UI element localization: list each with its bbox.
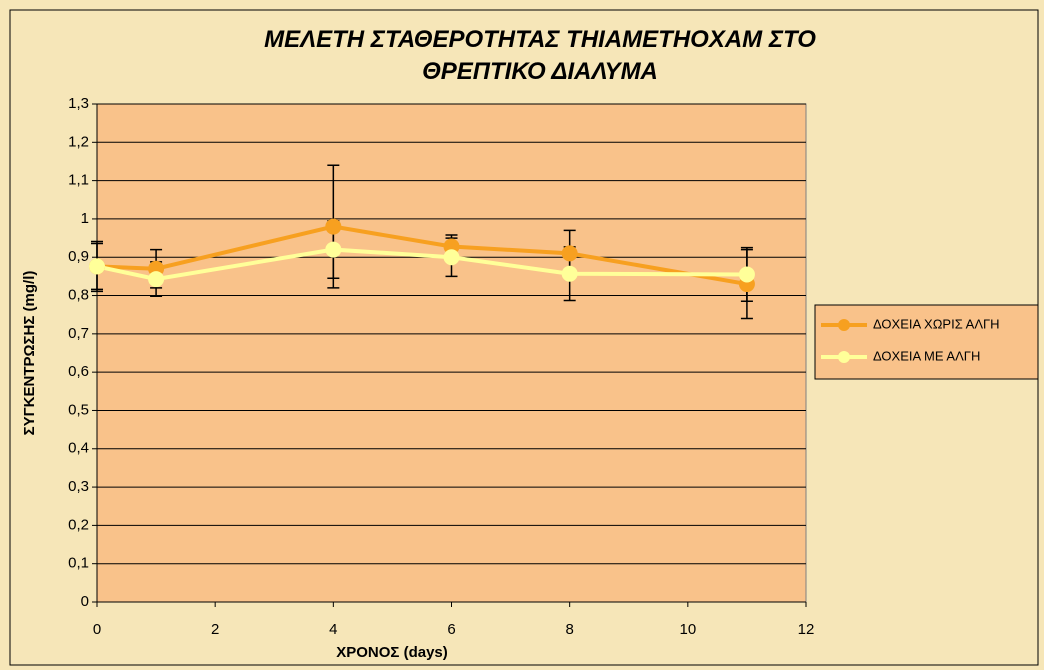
y-tick-label: 0,1 [68,555,89,572]
data-point [325,218,342,235]
y-tick-label: 1 [81,210,89,227]
legend-label: ΔΟΧΕΙΑ ΧΩΡΙΣ ΑΛΓΗ [873,316,1000,331]
y-tick-label: 0,7 [68,325,89,342]
chart-title: ΜΕΛΕΤΗ ΣΤΑΘΕΡΟΤΗΤΑΣ ΤΗΙΑΜΕΤΗΟΧΑΜ ΣΤΟ ΘΡΕ… [264,26,816,85]
legend-swatch-marker [838,319,850,331]
x-tick-label: 12 [798,621,815,638]
x-tick-label: 10 [679,621,696,638]
y-tick-label: 0,6 [68,363,89,380]
x-tick-label: 4 [329,621,337,638]
y-tick-label: 1,1 [68,172,89,189]
y-axis-label: ΣΥΓΚΕΝΤΡΩΣΗΣ (mg/l) [21,271,38,436]
legend-box [814,304,1039,380]
x-tick-label: 8 [565,621,573,638]
y-tick-label: 0 [81,593,89,610]
data-point [738,266,755,283]
x-tick-label: 0 [93,621,101,638]
data-point [561,265,578,282]
plot-area [96,103,807,603]
y-tick-label: 1,3 [68,95,89,112]
y-tick-label: 1,2 [68,133,89,150]
data-point [89,258,105,275]
y-tick-label: 0,4 [68,440,89,457]
data-point [443,249,460,266]
y-tick-label: 0,9 [68,248,89,265]
y-tick-label: 0,3 [68,478,89,495]
legend-label: ΔΟΧΕΙΑ ΜΕ ΑΛΓΗ [873,348,980,363]
legend-swatch-marker [838,351,850,363]
y-tick-label: 0,8 [68,287,89,304]
y-tick-label: 0,2 [68,516,89,533]
x-tick-label: 2 [211,621,219,638]
data-point [561,245,578,262]
x-axis-label: ΧΡΟΝΟΣ (days) [336,644,448,661]
series-line [96,247,747,282]
data-point [325,241,342,258]
y-tick-label: 0,5 [68,401,89,418]
series-line [96,224,748,287]
x-tick-label: 6 [447,621,455,638]
data-point [148,271,165,288]
